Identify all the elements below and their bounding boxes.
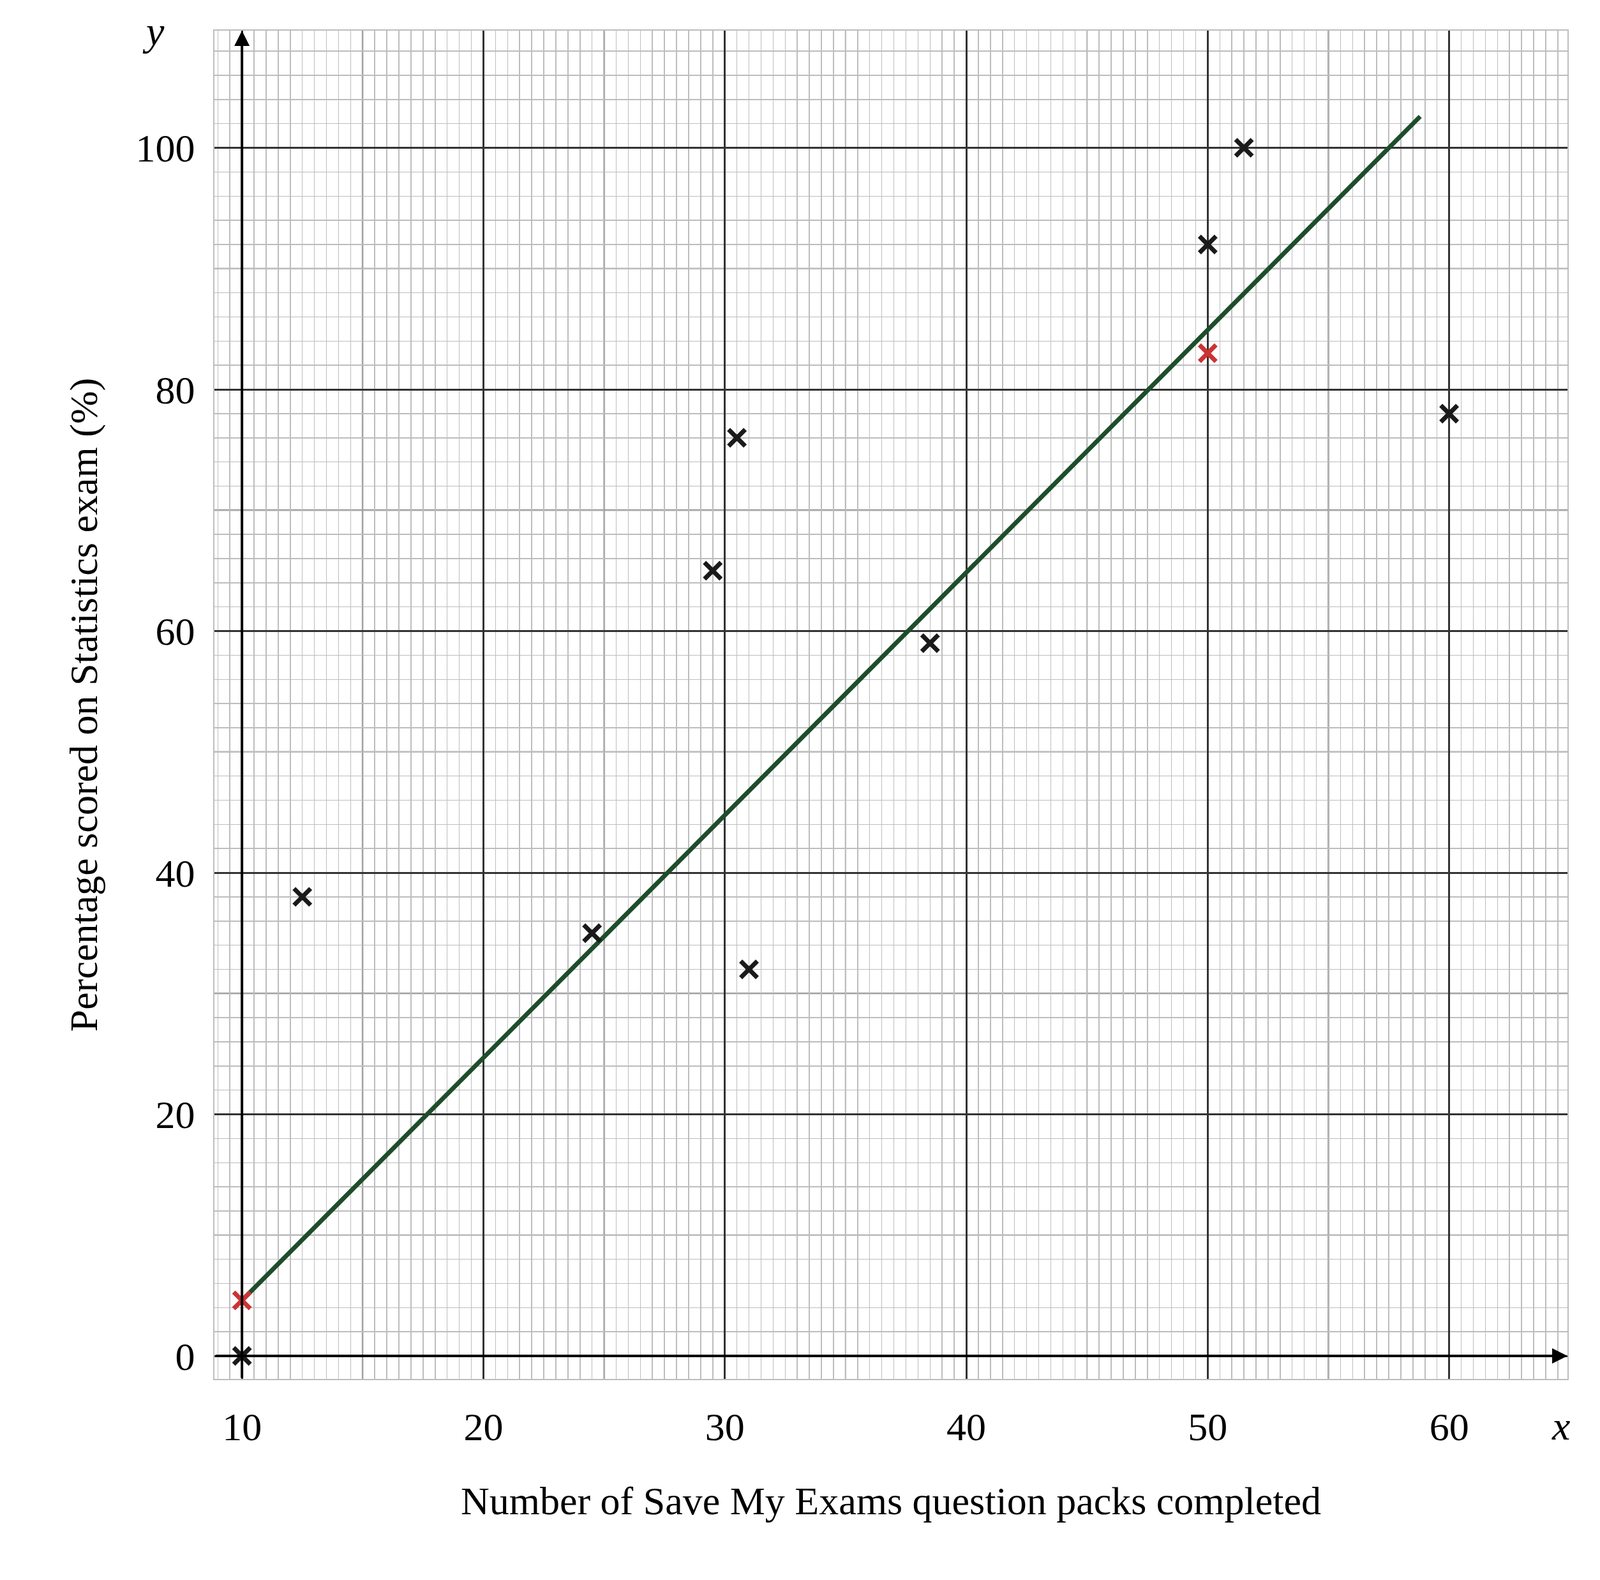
svg-text:50: 50: [1187, 1404, 1228, 1449]
svg-text:30: 30: [705, 1404, 745, 1449]
svg-text:Percentage scored on Statistic: Percentage scored on Statistics exam (%): [61, 377, 106, 1032]
svg-text:40: 40: [946, 1404, 987, 1449]
svg-text:0: 0: [175, 1334, 196, 1378]
svg-text:80: 80: [155, 368, 196, 412]
svg-text:60: 60: [1429, 1404, 1470, 1449]
svg-text:20: 20: [463, 1404, 503, 1449]
svg-text:100: 100: [135, 126, 196, 170]
svg-text:60: 60: [155, 609, 196, 653]
svg-text:10: 10: [222, 1404, 262, 1449]
svg-text:40: 40: [155, 851, 196, 895]
svg-text:20: 20: [155, 1092, 196, 1137]
svg-text:Number of Save My Exams questi: Number of Save My Exams question packs c…: [460, 1478, 1322, 1523]
svg-text:y: y: [142, 8, 165, 54]
svg-text:x: x: [1551, 1402, 1571, 1449]
